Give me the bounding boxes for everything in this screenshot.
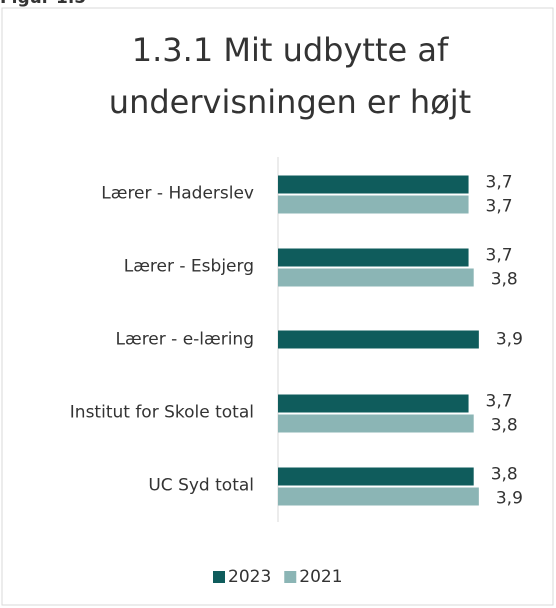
figure-label: Figur 1.5 — [0, 0, 86, 8]
y-tick-label: Institut for Skole total — [70, 403, 254, 423]
value-label: 3,9 — [496, 489, 523, 509]
value-label: 3,7 — [486, 197, 513, 217]
bar — [278, 414, 474, 433]
bar — [278, 268, 474, 287]
value-label: 3,8 — [491, 465, 518, 485]
bar — [278, 248, 469, 267]
chart-title: undervisningen er højt — [109, 83, 471, 121]
value-label: 3,9 — [496, 330, 523, 350]
y-tick-label: Lærer - Esbjerg — [124, 257, 254, 277]
bar — [278, 487, 479, 506]
y-tick-label: Lærer - e-læring — [116, 330, 254, 350]
bar — [278, 175, 469, 194]
legend-label: 2023 — [228, 567, 271, 587]
value-label: 3,8 — [491, 270, 518, 290]
bar — [278, 330, 479, 349]
legend-swatch — [213, 571, 225, 583]
y-tick-label: Lærer - Haderslev — [101, 184, 254, 204]
value-label: 3,7 — [486, 246, 513, 266]
legend-swatch — [284, 571, 297, 583]
y-tick-label: UC Syd total — [148, 476, 254, 496]
value-label: 3,7 — [486, 392, 513, 412]
value-label: 3,7 — [486, 173, 513, 193]
legend-label: 2021 — [299, 567, 342, 587]
chart-title: 1.3.1 Mit udbytte af — [132, 31, 449, 69]
bar — [278, 467, 474, 486]
value-label: 3,8 — [491, 416, 518, 436]
bar — [278, 394, 469, 413]
bar — [278, 195, 469, 214]
